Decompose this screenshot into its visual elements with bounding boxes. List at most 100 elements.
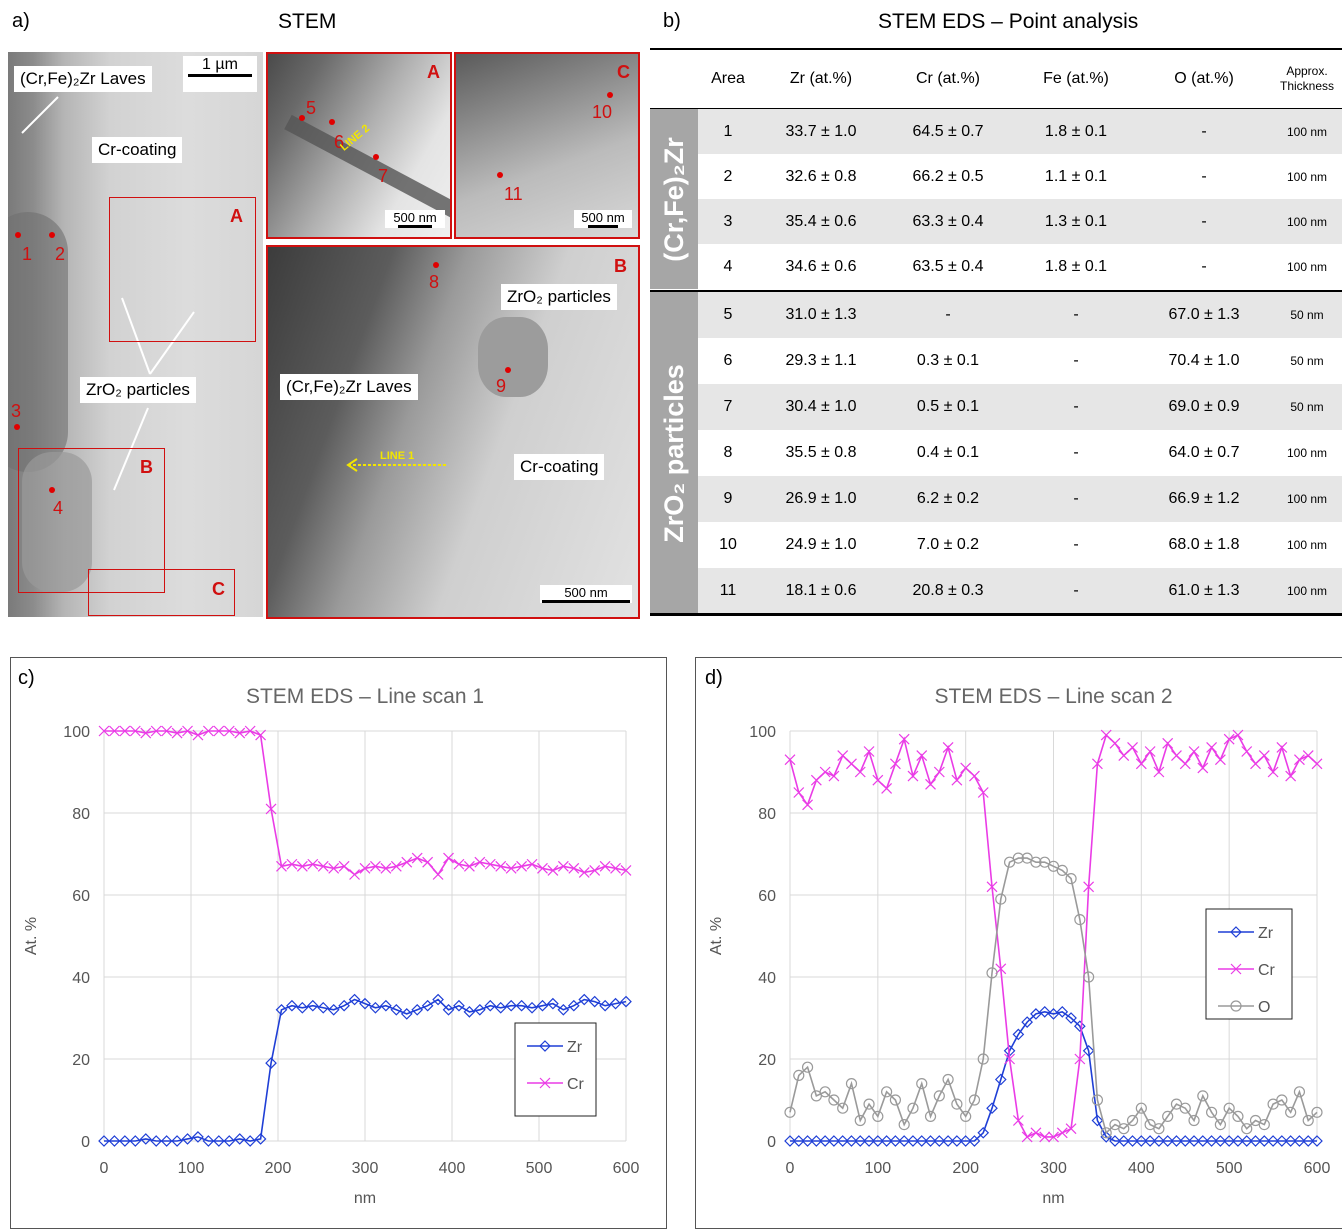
data-point: [933, 1090, 945, 1102]
data-point: [516, 860, 528, 872]
data-point: [109, 725, 120, 737]
data-point: [915, 1135, 928, 1147]
y-tick-label: 100: [749, 724, 776, 741]
x-tick-label: 0: [786, 1160, 795, 1177]
data-point: [380, 862, 392, 874]
data-point: [1082, 1044, 1095, 1057]
data-point: [1197, 762, 1209, 774]
data-point: [1302, 1135, 1315, 1147]
table-cell: 0.5 ± 0.1: [916, 398, 980, 415]
y-tick-label: 0: [767, 1134, 776, 1151]
data-point: [898, 1135, 911, 1147]
table-cell: 50 nm: [1290, 308, 1324, 322]
stem-inset-c: [454, 52, 640, 239]
table-cell: -: [1073, 444, 1079, 461]
series-markers-cr: [98, 725, 632, 880]
data-point: [1249, 1135, 1262, 1147]
data-point: [916, 750, 928, 762]
data-point: [369, 1001, 382, 1014]
data-point: [951, 1098, 963, 1110]
table-cell: 100 nm: [1286, 446, 1328, 460]
data-point: [1109, 737, 1121, 749]
data-point: [1311, 1135, 1323, 1147]
data-point: [1232, 729, 1244, 741]
scale-label: 1 µm: [202, 56, 238, 73]
legend-marker: [1230, 926, 1242, 938]
data-point: [161, 725, 173, 737]
data-point: [907, 1102, 919, 1114]
data-point: [202, 725, 214, 737]
point-label: 7: [378, 166, 389, 186]
legend-label: Zr: [1258, 925, 1274, 942]
x-tick-label: 200: [265, 1160, 292, 1177]
data-point: [1127, 741, 1138, 753]
x-tick-label: 300: [1040, 1160, 1067, 1177]
data-point: [924, 1110, 937, 1122]
data-point: [968, 1094, 981, 1106]
data-point: [328, 862, 340, 874]
scale-label: 500 nm: [581, 210, 625, 225]
table-title: STEM EDS – Point analysis: [878, 10, 1139, 33]
data-point: [845, 1078, 858, 1090]
data-point: [1118, 1123, 1130, 1135]
data-point: [557, 1003, 570, 1016]
data-point: [505, 862, 517, 874]
data-point: [1241, 746, 1253, 757]
legend-label: Cr: [1258, 962, 1276, 979]
data-point: [942, 1073, 954, 1086]
data-point: [828, 1135, 840, 1147]
table-row: 9 26.9 ± 1.0 6.2 ± 0.2 - 66.9 ± 1.2 100 nm: [698, 476, 1342, 522]
y-tick-label: 80: [758, 806, 776, 823]
legend-marker: [539, 1040, 551, 1052]
chart-c-frame: [10, 657, 667, 1229]
data-point: [317, 1001, 330, 1014]
data-point: [181, 1133, 194, 1145]
data-point: [951, 774, 963, 786]
table-cell: 63.3 ± 0.4: [912, 212, 984, 230]
table-cell: 1.8 ± 0.1: [1044, 122, 1108, 140]
table-cell: -: [1073, 352, 1079, 369]
table-row: 10 24.9 ± 1.0 7.0 ± 0.2 - 68.0 ± 1.8 100 nm: [698, 522, 1342, 568]
x-tick-label: 400: [1128, 1160, 1155, 1177]
panel-label-a: a): [12, 10, 30, 32]
data-point: [977, 1126, 990, 1139]
legend-marker: [1230, 1000, 1242, 1012]
data-point: [421, 999, 434, 1012]
data-point: [871, 1135, 884, 1147]
legend-marker: [539, 1077, 551, 1089]
x-tick-label: 100: [864, 1160, 891, 1177]
data-point: [1144, 1135, 1156, 1147]
point-marker: [505, 367, 511, 373]
data-point: [863, 746, 875, 757]
y-tick-label: 20: [758, 1052, 776, 1069]
data-point: [1021, 1016, 1033, 1028]
data-point: [810, 774, 822, 786]
data-point: [1012, 1028, 1025, 1041]
data-point: [1232, 1110, 1244, 1122]
legend-swatch-marker: [1230, 963, 1242, 975]
data-point: [969, 770, 980, 782]
region-box-b-label: B: [140, 457, 153, 477]
table-row: 5 31.0 ± 1.3 - - 67.0 ± 1.3 50 nm: [698, 292, 1342, 338]
data-point: [880, 1135, 893, 1147]
data-point: [898, 1119, 910, 1131]
data-point: [589, 864, 601, 876]
table-row: 1 33.7 ± 1.0 64.5 ± 0.7 1.8 ± 0.1 - 100 nm: [698, 109, 1342, 154]
table-cell: 70.4 ± 1.0: [1168, 352, 1240, 369]
data-point: [338, 999, 350, 1012]
table-cell: -: [1201, 167, 1207, 185]
data-point: [1135, 758, 1147, 770]
y-tick-label: 0: [81, 1134, 90, 1151]
point-label: 8: [429, 272, 440, 292]
data-point: [1267, 1135, 1279, 1147]
y-tick-label: 60: [758, 888, 776, 905]
data-point: [484, 858, 496, 870]
data-point: [463, 860, 475, 872]
table-cell: 1: [723, 122, 733, 140]
data-point: [171, 1135, 183, 1147]
data-point: [837, 750, 849, 762]
data-point: [505, 999, 518, 1012]
data-point: [1074, 1020, 1086, 1033]
data-point: [1214, 1135, 1227, 1147]
table-cell: 8: [723, 444, 733, 461]
